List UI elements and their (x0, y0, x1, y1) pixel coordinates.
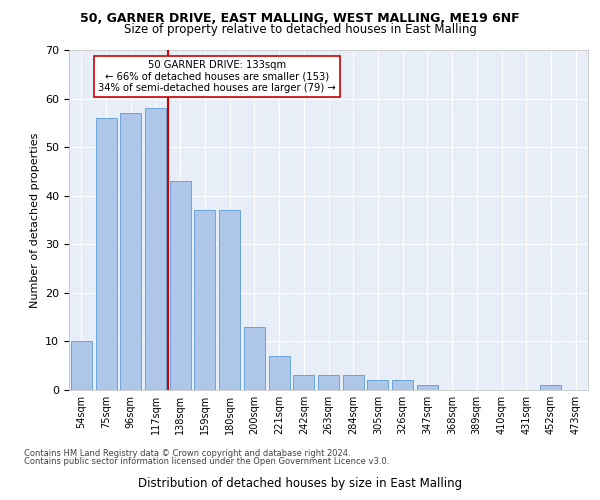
Text: Size of property relative to detached houses in East Malling: Size of property relative to detached ho… (124, 22, 476, 36)
Bar (120, 113, 141, 390)
Bar (541, 385, 562, 390)
Bar (95, 118, 116, 390)
Bar (244, 327, 265, 390)
Bar (343, 376, 364, 390)
Text: 50 GARNER DRIVE: 133sqm
← 66% of detached houses are smaller (153)
34% of semi-d: 50 GARNER DRIVE: 133sqm ← 66% of detache… (98, 60, 336, 94)
Bar (293, 376, 314, 390)
Text: Contains HM Land Registry data © Crown copyright and database right 2024.: Contains HM Land Registry data © Crown c… (24, 448, 350, 458)
Bar (170, 181, 191, 390)
Bar (219, 210, 240, 390)
Bar (417, 385, 438, 390)
Y-axis label: Number of detached properties: Number of detached properties (29, 132, 40, 308)
Bar (269, 356, 290, 390)
Bar (194, 210, 215, 390)
Bar (367, 380, 388, 390)
Text: Contains public sector information licensed under the Open Government Licence v3: Contains public sector information licen… (24, 457, 389, 466)
Bar (71, 342, 92, 390)
Text: Distribution of detached houses by size in East Malling: Distribution of detached houses by size … (138, 477, 462, 490)
Text: 50, GARNER DRIVE, EAST MALLING, WEST MALLING, ME19 6NF: 50, GARNER DRIVE, EAST MALLING, WEST MAL… (80, 12, 520, 26)
Bar (145, 108, 166, 390)
Bar (318, 376, 339, 390)
Bar (392, 380, 413, 390)
